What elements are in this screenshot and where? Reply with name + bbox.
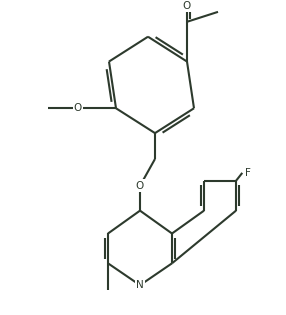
Text: O: O [136,181,144,191]
Text: F: F [245,168,251,178]
Text: N: N [136,280,144,290]
Text: O: O [74,103,82,113]
Text: O: O [74,103,82,113]
Text: O: O [183,1,191,11]
